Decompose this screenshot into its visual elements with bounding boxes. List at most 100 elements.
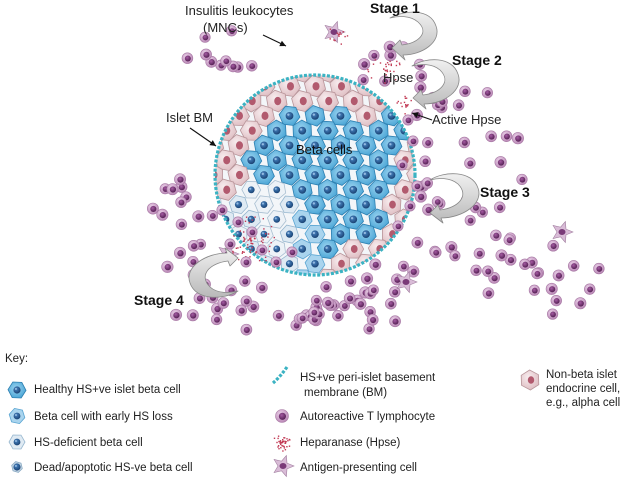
heparanase-dot <box>340 43 342 45</box>
heparanase-dot <box>254 237 256 240</box>
heparanase-dot <box>289 439 291 441</box>
healthy-beta-cell <box>330 193 351 216</box>
alpha-cell <box>406 164 415 186</box>
t-lymphocyte <box>458 136 471 149</box>
key-basement-membrane-icon <box>271 366 289 385</box>
t-lymphocyte <box>519 258 531 271</box>
heparanase-dot <box>262 218 264 220</box>
t-lymphocyte <box>199 31 211 43</box>
t-lymphocyte <box>246 226 258 238</box>
heparanase-dot <box>342 31 344 33</box>
t-lymphocyte <box>379 75 391 87</box>
heparanase-dot <box>282 441 284 444</box>
t-lymphocyte <box>256 244 268 256</box>
heparanase-dot <box>261 237 263 239</box>
heparanase-dot <box>233 235 235 237</box>
heparanase-dot <box>370 77 373 79</box>
t-lymphocyte <box>217 297 230 309</box>
t-lymphocyte <box>246 60 258 72</box>
t-lymphocyte <box>404 200 416 212</box>
heparanase-dot <box>383 68 385 70</box>
heparanase-dot <box>243 240 246 242</box>
t-lymphocyte <box>354 297 367 310</box>
key-nonbeta-label-line2: endocrine cell, <box>546 383 621 395</box>
t-lymphocyte <box>235 304 248 317</box>
t-lymphocyte <box>343 292 356 305</box>
heparanase-dot <box>285 441 287 443</box>
hs-deficient-beta-cell <box>241 181 262 199</box>
heparanase-dot <box>255 251 257 253</box>
heparanase-dot <box>251 246 253 249</box>
healthy-beta-cell <box>240 150 263 171</box>
t-lymphocyte <box>392 220 404 232</box>
key-t-lymphocyte-label: Autoreactive T lymphocyte <box>300 411 436 423</box>
hs-deficient-beta-cell <box>267 179 287 200</box>
heparanase-dot <box>386 70 389 73</box>
stage-1-label: Stage 1 <box>370 0 420 16</box>
heparanase-dot <box>336 32 339 34</box>
t-lymphocyte <box>220 55 232 67</box>
t-lymphocyte <box>166 183 179 196</box>
heparanase-dot <box>384 82 386 84</box>
heparanase-dot <box>283 447 286 449</box>
t-lymphocyte <box>494 156 507 169</box>
early-hs-loss-beta-cell <box>304 224 326 244</box>
heparanase-dot <box>282 445 284 447</box>
heparanase-dot <box>276 441 278 444</box>
alpha-cell <box>227 134 250 157</box>
heparanase-dot <box>389 70 391 72</box>
healthy-beta-cell <box>316 149 339 171</box>
t-lymphocyte <box>224 238 236 250</box>
t-lymphocyte <box>240 256 252 268</box>
t-lymphocyte <box>464 214 476 226</box>
islet-bm-pointer <box>189 127 217 147</box>
key-heparanase-icon <box>273 435 291 452</box>
heparanase-dot <box>273 236 275 239</box>
healthy-beta-cell <box>356 193 376 216</box>
t-lymphocyte <box>503 234 515 246</box>
alpha-cell <box>215 163 224 187</box>
key-nonbeta-icon <box>520 369 540 391</box>
t-lymphocyte <box>511 132 524 145</box>
key-dead-apoptotic-icon <box>11 461 23 473</box>
t-lymphocyte <box>366 313 379 326</box>
heparanase-dot <box>286 438 288 440</box>
t-lymphocyte <box>367 284 379 296</box>
t-lymphocyte <box>396 159 408 171</box>
t-lymphocyte <box>407 265 420 278</box>
islet-basement-membrane <box>213 73 417 277</box>
heparanase-dot <box>396 102 398 104</box>
t-lymphocyte <box>550 294 562 307</box>
key-early-hs-loss-icon <box>8 407 26 425</box>
t-lymphocyte <box>528 284 540 296</box>
heparanase-dot <box>288 445 291 447</box>
hs-deficient-beta-cell <box>279 224 300 244</box>
t-lymphocyte <box>531 267 543 280</box>
healthy-beta-cell <box>342 120 364 142</box>
heparanase-dot <box>339 31 341 34</box>
heparanase-dot <box>286 446 288 448</box>
heparanase-dot <box>250 242 252 244</box>
t-lymphocyte <box>344 275 357 287</box>
t-lymphocyte <box>485 130 497 143</box>
heparanase-dot <box>390 64 392 67</box>
heparanase-dot <box>385 70 387 72</box>
healthy-beta-cell <box>380 135 403 156</box>
heparanase-dot <box>245 216 248 218</box>
islet-bm-label: Islet BM <box>166 110 213 125</box>
t-lymphocyte <box>272 309 285 322</box>
stage-2-arrow <box>411 59 460 110</box>
heparanase-dot <box>399 63 401 66</box>
heparanase-dot <box>385 65 387 68</box>
stage-arrows-layer <box>188 11 480 298</box>
heparanase-dot <box>367 69 369 71</box>
key-hs-deficient-icon <box>8 434 26 450</box>
heparanase-dot <box>258 259 261 262</box>
alpha-cell <box>253 104 275 128</box>
heparanase-dot <box>280 441 282 444</box>
heparanase-dot <box>284 437 286 439</box>
heparanase-dot <box>405 104 408 107</box>
heparanase-dot <box>393 70 395 73</box>
t-lymphocyte <box>407 135 419 147</box>
heparanase-dot <box>279 440 282 442</box>
